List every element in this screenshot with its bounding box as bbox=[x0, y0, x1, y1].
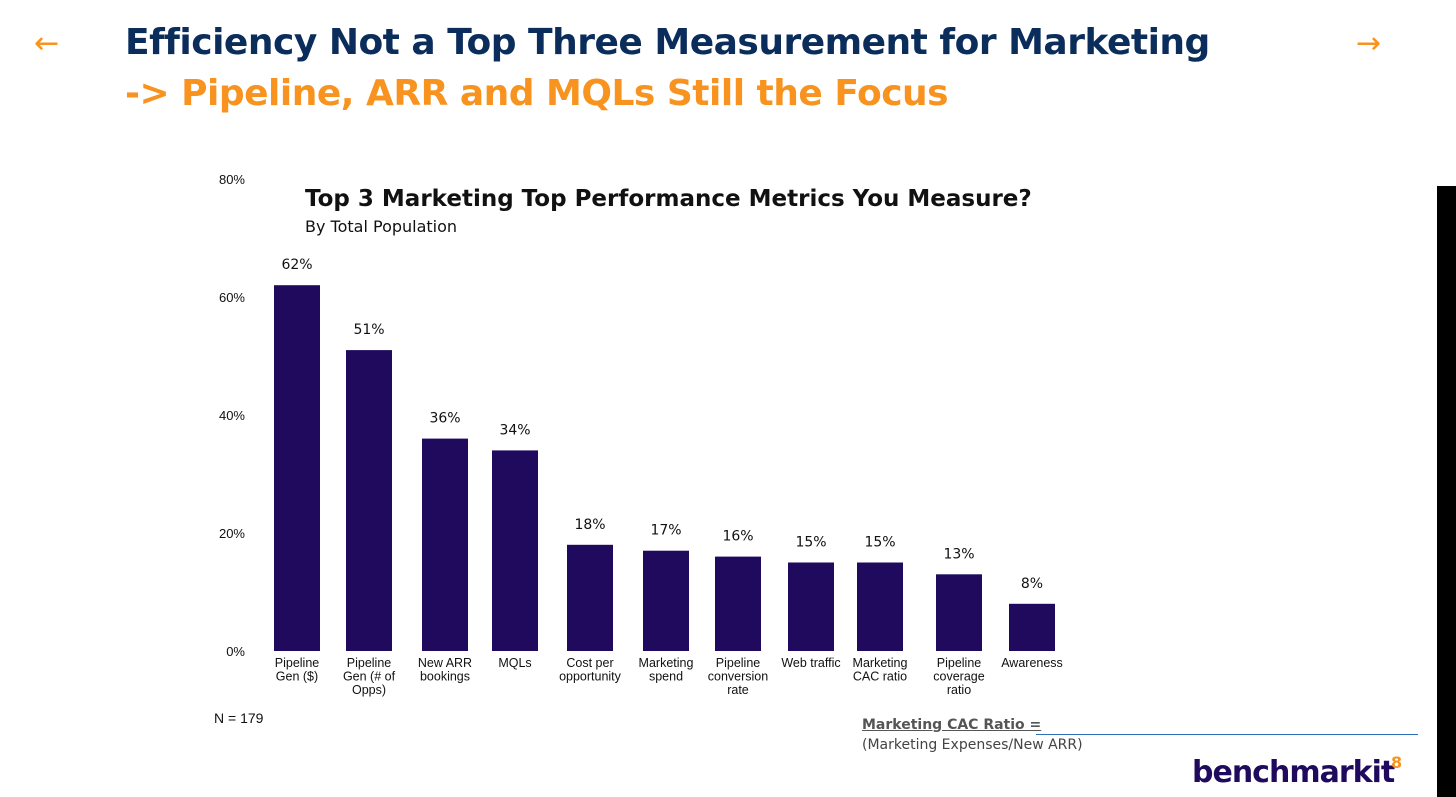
page-number: 8 bbox=[1391, 753, 1403, 772]
x-category-label: New ARR bookings bbox=[418, 656, 472, 684]
logo-main-text: benchmark bbox=[1192, 755, 1373, 790]
x-category-label: Pipeline conversion rate bbox=[708, 656, 768, 697]
y-tick-label: 0% bbox=[226, 644, 245, 659]
slide-subtitle: -> Pipeline, ARR and MQLs Still the Focu… bbox=[125, 73, 949, 114]
arrow-left-glyph: ← bbox=[34, 26, 60, 61]
bar-value-label: 34% bbox=[499, 422, 530, 438]
x-category-label: Pipeline Gen ($) bbox=[275, 656, 320, 684]
bar bbox=[1009, 603, 1055, 651]
bar bbox=[936, 574, 982, 651]
chart-subtitle: By Total Population bbox=[305, 217, 458, 236]
bar-value-label: 15% bbox=[864, 535, 895, 551]
bar-value-label: 15% bbox=[795, 535, 826, 551]
right-edge-bar bbox=[1437, 186, 1456, 797]
bar-value-label: 51% bbox=[353, 322, 384, 338]
y-tick-label: 40% bbox=[219, 408, 245, 423]
bar bbox=[274, 285, 320, 651]
bar bbox=[857, 562, 903, 651]
bar bbox=[567, 544, 613, 651]
bar bbox=[492, 450, 538, 651]
logo-suffix-text: it bbox=[1371, 755, 1396, 790]
x-category-label: Marketing spend bbox=[639, 656, 694, 684]
bar bbox=[715, 556, 761, 651]
bar bbox=[643, 550, 689, 651]
y-tick-label: 80% bbox=[219, 172, 245, 187]
cac-ratio-definition-title: Marketing CAC Ratio = bbox=[862, 717, 1042, 733]
x-category-label: Marketing CAC ratio bbox=[853, 656, 908, 684]
cac-ratio-formula: (Marketing Expenses/New ARR) bbox=[862, 737, 1083, 753]
y-tick-label: 60% bbox=[219, 290, 245, 305]
arrow-right-glyph: → bbox=[1356, 26, 1382, 61]
cac-ratio-underline bbox=[1036, 734, 1418, 735]
bar bbox=[422, 438, 468, 651]
x-category-label: Web traffic bbox=[781, 656, 840, 670]
x-category-label: Pipeline coverage ratio bbox=[933, 656, 984, 697]
bar-value-label: 8% bbox=[1021, 576, 1043, 592]
benchmarkit-logo: benchmarkit bbox=[1192, 755, 1396, 790]
x-category-label: Awareness bbox=[1001, 656, 1063, 670]
x-category-label: Cost per opportunity bbox=[559, 656, 622, 684]
bar-value-label: 18% bbox=[574, 517, 605, 533]
bar bbox=[346, 350, 392, 651]
x-category-label: MQLs bbox=[498, 656, 531, 670]
sample-size-note: N = 179 bbox=[214, 710, 264, 726]
bar-value-label: 16% bbox=[722, 529, 753, 545]
bar-value-label: 13% bbox=[943, 546, 974, 562]
x-category-label: Pipeline Gen (# of Opps) bbox=[343, 656, 396, 697]
arrow-right-icon[interactable]: → bbox=[1356, 29, 1381, 59]
bar-value-label: 17% bbox=[650, 523, 681, 539]
arrow-left-icon[interactable]: ← bbox=[34, 29, 59, 59]
bar-value-label: 36% bbox=[429, 411, 460, 427]
y-tick-label: 20% bbox=[219, 526, 245, 541]
bar-value-label: 62% bbox=[281, 257, 312, 273]
chart-title: Top 3 Marketing Top Performance Metrics … bbox=[305, 186, 1032, 212]
slide-title: Efficiency Not a Top Three Measurement f… bbox=[125, 22, 1210, 63]
bar bbox=[788, 562, 834, 651]
